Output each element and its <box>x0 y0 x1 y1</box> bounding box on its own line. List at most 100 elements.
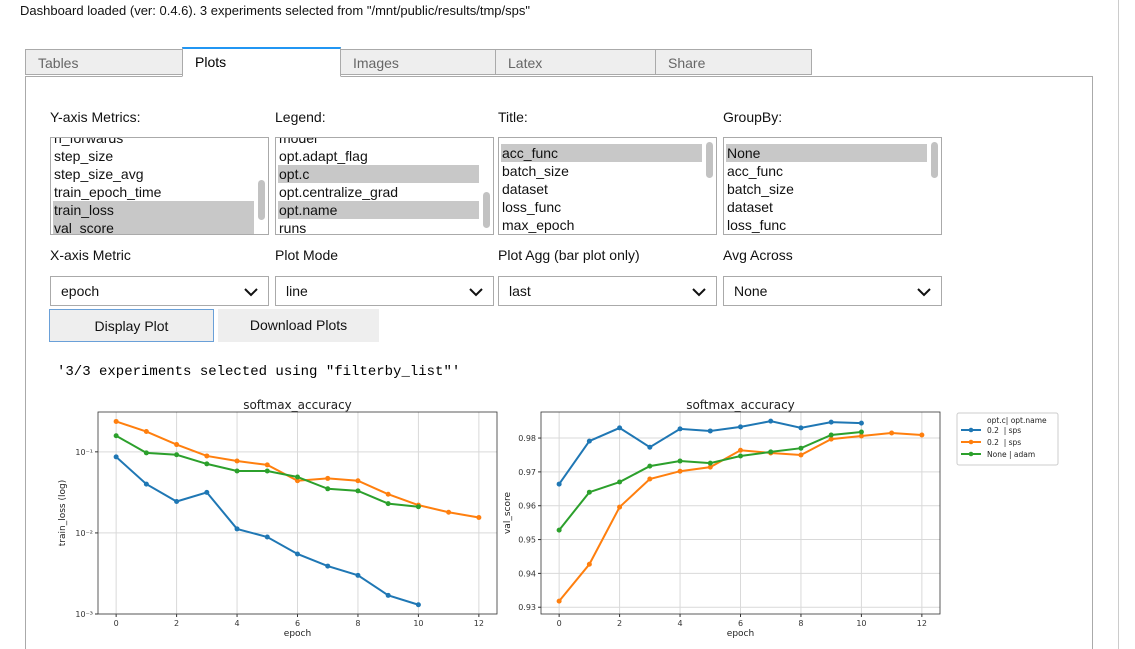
legend-marker <box>968 427 974 433</box>
list-item[interactable]: batch_size <box>727 181 794 197</box>
point <box>415 504 421 510</box>
point <box>234 458 240 464</box>
point <box>707 464 713 470</box>
list-item[interactable]: None <box>726 144 927 162</box>
point <box>355 572 361 578</box>
point <box>798 452 804 458</box>
listbox[interactable]: model opt.adapt_flag opt.c opt.centralize_g… <box>275 137 494 235</box>
series-line <box>115 456 419 606</box>
point <box>677 426 683 432</box>
list-item[interactable]: opt.adapt_flag <box>279 148 368 164</box>
button[interactable]: Download Plots <box>218 309 379 342</box>
point <box>143 481 149 487</box>
legend-label: 0.2 | sps <box>987 426 1021 435</box>
point <box>204 461 210 467</box>
scrollbar-thumb <box>931 142 938 178</box>
list-item[interactable]: opt.centralize_grad <box>279 184 399 200</box>
point <box>707 460 713 466</box>
status-text: Dashboard loaded (ver: 0.4.6). 3 experim… <box>20 3 530 18</box>
point <box>385 491 391 497</box>
point <box>828 432 834 438</box>
tab[interactable]: Share <box>655 49 812 75</box>
legend-marker <box>968 451 974 457</box>
list-item[interactable]: opt.c <box>278 165 479 183</box>
point <box>738 453 743 459</box>
y-tick-label: 0.93 <box>518 603 536 612</box>
list-item[interactable]: loss_func <box>727 217 787 233</box>
tab[interactable]: Latex <box>495 49 656 75</box>
point <box>295 474 300 480</box>
dropdown-value: line <box>286 283 308 299</box>
point <box>264 462 270 468</box>
list-item[interactable]: n_forwards <box>54 137 124 146</box>
list-item[interactable]: train_epoch_time <box>54 184 162 200</box>
dropdown[interactable]: line <box>275 276 494 306</box>
y-tick-label: 0.97 <box>518 468 536 477</box>
selector-label: Title: <box>498 109 528 125</box>
selector-label: GroupBy: <box>723 109 783 125</box>
chevron <box>917 288 931 297</box>
x-tick-label: 6 <box>738 619 743 628</box>
list-item[interactable]: model <box>279 137 318 146</box>
point <box>264 534 270 540</box>
x-tick-label: 0 <box>114 619 119 628</box>
point <box>677 468 683 474</box>
scrollbar-thumb <box>258 180 265 220</box>
point <box>707 428 713 434</box>
dropdown-label: X-axis Metric <box>50 247 131 263</box>
chevron <box>244 288 258 297</box>
chart-title: softmax_accuracy <box>243 398 352 412</box>
list-item[interactable]: val_score <box>53 219 254 234</box>
point <box>858 433 864 439</box>
list-item[interactable]: acc_func <box>501 144 702 162</box>
dropdown-label: Plot Agg (bar plot only) <box>498 247 640 263</box>
legend-label: 0.2 | sps <box>987 438 1021 447</box>
dropdown[interactable]: epoch <box>50 276 269 306</box>
x-tick-label: 2 <box>174 619 179 628</box>
y-axis-label: val_score <box>503 492 513 534</box>
point <box>476 514 482 520</box>
tab[interactable]: Images <box>340 49 496 75</box>
y-tick-label: 0.95 <box>518 536 536 545</box>
tab[interactable]: Tables <box>25 49 183 75</box>
y-axis-label: train_loss (log) <box>58 480 68 546</box>
point <box>355 478 361 484</box>
plot-frame <box>97 411 498 615</box>
list-item[interactable]: batch_size <box>502 163 569 179</box>
button[interactable]: Display Plot <box>49 309 214 342</box>
list-item[interactable]: train_loss <box>53 201 254 219</box>
point <box>647 444 653 450</box>
list-item[interactable]: acc_func <box>727 163 784 179</box>
list-item[interactable]: opt.name <box>278 201 479 219</box>
point <box>828 419 834 425</box>
point <box>556 481 562 487</box>
divider <box>1118 0 1119 649</box>
tab[interactable]: Plots <box>182 47 341 77</box>
point <box>889 430 895 436</box>
list-item[interactable]: loss_func <box>502 199 562 215</box>
list-item[interactable]: runs <box>279 220 307 235</box>
point <box>234 526 240 532</box>
point <box>798 425 804 431</box>
dropdown-label: Avg Across <box>723 247 793 263</box>
point <box>586 489 592 495</box>
dropdown[interactable]: None <box>723 276 942 306</box>
point <box>828 436 834 442</box>
list-item[interactable]: step_size <box>54 148 114 164</box>
list-item[interactable]: dataset <box>727 199 773 215</box>
y-tick-label: 0.98 <box>518 434 536 443</box>
list-item[interactable]: dataset <box>502 181 548 197</box>
listbox[interactable]: n_forwards step_size step_size_avg train_ep… <box>50 137 269 235</box>
x-tick-label: 8 <box>798 619 803 628</box>
point <box>113 418 119 424</box>
point <box>738 447 743 453</box>
list-item[interactable]: max_epoch <box>502 217 575 233</box>
scrollbar-thumb <box>483 192 490 228</box>
y-tick-label: 0.96 <box>518 502 536 511</box>
point <box>325 563 331 569</box>
dropdown[interactable]: last <box>498 276 717 306</box>
list-item[interactable]: step_size_avg <box>54 166 144 182</box>
